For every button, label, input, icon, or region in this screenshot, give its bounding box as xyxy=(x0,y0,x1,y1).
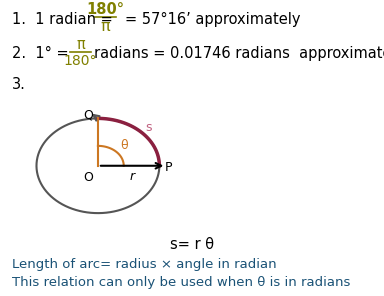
Text: s= r θ: s= r θ xyxy=(170,237,214,252)
Text: O: O xyxy=(83,171,93,184)
Text: π: π xyxy=(101,19,111,34)
Text: s: s xyxy=(145,120,151,133)
Text: π: π xyxy=(76,37,85,52)
Text: 180°: 180° xyxy=(64,54,98,68)
Text: r: r xyxy=(129,170,134,183)
Text: θ: θ xyxy=(121,139,128,152)
Text: 180°: 180° xyxy=(87,2,124,17)
Text: radians = 0.01746 radians  approximately: radians = 0.01746 radians approximately xyxy=(94,46,384,61)
Text: Length of arc= radius × angle in radian: Length of arc= radius × angle in radian xyxy=(12,258,276,271)
Text: 2.  1° =: 2. 1° = xyxy=(12,46,73,61)
Text: This relation can only be used when θ is in radians: This relation can only be used when θ is… xyxy=(12,276,350,289)
Text: P: P xyxy=(165,161,173,174)
Text: = 57°16’ approximately: = 57°16’ approximately xyxy=(125,12,300,27)
Text: 3.: 3. xyxy=(12,77,25,92)
Text: 1.  1 radian =: 1. 1 radian = xyxy=(12,12,117,27)
Text: Q: Q xyxy=(83,108,93,121)
